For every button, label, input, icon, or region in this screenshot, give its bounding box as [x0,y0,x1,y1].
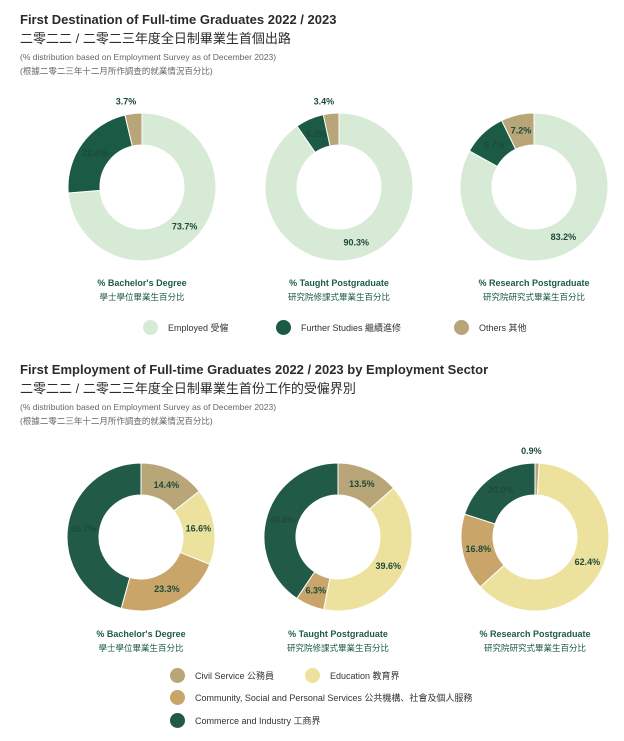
section1-note: (% distribution based on Employment Surv… [20,52,277,62]
slice-commerce-and-industry [66,462,142,609]
slice-label-employed: 73.7% [172,221,198,231]
caption-bachelor-destination: % Bachelor's Degree [97,278,187,288]
caption-taught-sector: % Taught Postgraduate [288,629,388,639]
donut-chart-research-destination: 83.2% 9.7% 7.2% [459,112,609,262]
slice-label-commerce-and-industry: 40.6% [270,515,296,525]
donut-chart-taught-destination: 90.3% 6.2% 3.4% [264,96,414,262]
legend-swatch-community [170,690,185,705]
legend-label-employed: Employed 受僱 [168,323,229,333]
slice-community-social-and-personal-services [120,551,211,612]
legend-item-education: Education 教育界 [305,668,400,683]
slice-label-further-studies: 22.6% [82,148,108,158]
slice-label-employed: 90.3% [343,237,369,247]
legend-swatch-others [454,320,469,335]
legend-label-civil-service: Civil Service 公務員 [195,671,275,681]
donut-chart-taught-sector: 13.5% 39.6% 6.3% 40.6% [263,462,413,612]
legend-item-commerce: Commerce and Industry 工商界 [170,713,321,728]
donut-chart-research-sector: 0.9% 62.4% 16.8% 20.0% [460,446,610,612]
caption-taught-destination: % Taught Postgraduate [289,278,389,288]
slice-label-civil-service: 14.4% [154,480,180,490]
caption-research-sector: % Research Postgraduate [479,629,591,639]
section1-note-zh: (根據二零二三年十二月所作調查的就業情況百分比) [20,66,213,76]
slice-education [479,462,610,612]
legend-item-civil-service: Civil Service 公務員 [170,668,274,683]
slice-label-employed: 83.2% [551,232,577,242]
donut-chart-bachelor-destination: 73.7% 22.6% 3.7% [67,97,217,262]
legend-label-further-studies: Further Studies 繼續進修 [301,323,402,333]
slice-others [124,112,143,147]
legend-swatch-further-studies [276,320,291,335]
legend-swatch-education [305,668,320,683]
slice-label-education: 39.6% [376,561,402,571]
slice-label-others: 3.4% [314,96,335,106]
caption-research-destination-zh: 研究院研究式畢業生百分比 [482,292,585,302]
slice-commerce-and-industry [464,462,536,525]
legend-label-education: Education 教育界 [330,671,400,681]
caption-bachelor-destination-zh: 學士學位畢業生百分比 [99,292,185,302]
legend-item-further-studies: Further Studies 繼續進修 [276,320,401,335]
slice-employed [459,112,609,262]
slice-employed [264,112,414,262]
slice-label-others: 7.2% [511,125,532,135]
slice-others [322,112,340,147]
section1-title: First Destination of Full-time Graduates… [20,12,337,27]
caption-bachelor-sector: % Bachelor's Degree [96,629,186,639]
legend-label-others: Others 其他 [479,323,527,333]
legend-swatch-employed [143,320,158,335]
slice-employed [67,112,217,262]
legend-item-community: Community, Social and Personal Services … [170,690,472,705]
legend-swatch-civil-service [170,668,185,683]
section2-title: First Employment of Full-time Graduates … [20,362,489,377]
slice-label-community-social-and-personal-services: 6.3% [306,586,327,596]
legend-item-employed: Employed 受僱 [143,320,229,335]
caption-taught-destination-zh: 研究院修課式畢業生百分比 [287,292,390,302]
slice-label-commerce-and-industry: 20.0% [488,485,514,495]
slice-label-further-studies: 6.2% [306,129,327,139]
legend-item-others: Others 其他 [454,320,527,335]
legend-label-commerce: Commerce and Industry 工商界 [195,716,321,726]
slice-commerce-and-industry [263,462,339,600]
slice-label-education: 16.6% [186,524,212,534]
caption-taught-sector-zh: 研究院修課式畢業生百分比 [286,643,389,653]
section2-title-zh: 二零二二 / 二零二三年度全日制畢業生首份工作的受僱界別 [20,381,356,396]
caption-research-destination: % Research Postgraduate [478,278,590,288]
slice-label-community-social-and-personal-services: 23.3% [154,584,180,594]
donut-chart-bachelor-sector: 14.4% 16.6% 23.3% 45.7% [66,462,216,612]
slice-label-further-studies: 9.7% [484,140,505,150]
section1-title-zh: 二零二二 / 二零二三年度全日制畢業生首個出路 [20,31,291,46]
legend-label-community: Community, Social and Personal Services … [195,693,473,703]
slice-label-commerce-and-industry: 45.7% [71,524,97,534]
section2-note: (% distribution based on Employment Surv… [20,402,277,412]
section2-note-zh: (根據二零二三年十二月所作調查的就業情況百分比) [20,416,213,426]
legend-swatch-commerce [170,713,185,728]
slice-label-community-social-and-personal-services: 16.8% [466,544,492,554]
caption-bachelor-sector-zh: 學士學位畢業生百分比 [98,643,184,653]
caption-research-sector-zh: 研究院研究式畢業生百分比 [483,643,586,653]
slice-label-civil-service: 13.5% [349,479,375,489]
slice-education [323,487,413,612]
slice-others [501,112,535,150]
slice-label-education: 62.4% [575,557,601,567]
slice-label-others: 3.7% [116,97,137,107]
slice-label-civil-service: 0.9% [521,446,542,456]
